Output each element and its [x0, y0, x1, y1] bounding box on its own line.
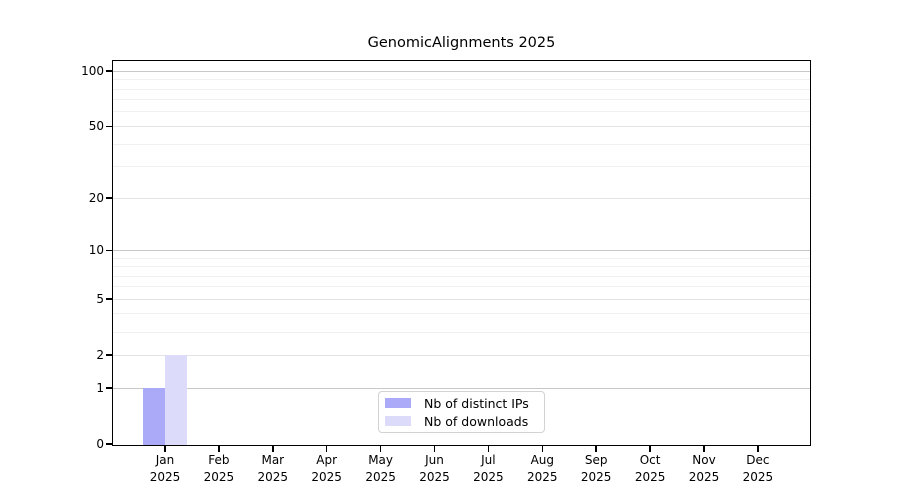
x-tick-label: Apr 2025: [311, 453, 342, 484]
x-tick: [487, 446, 490, 452]
y-tick: [106, 298, 112, 301]
gridline-mid: [113, 354, 810, 356]
gridline-minor: [113, 286, 810, 288]
legend-label-distinct-ips: Nb of distinct IPs: [424, 395, 529, 411]
x-tick-label: Jan 2025: [149, 453, 181, 484]
x-tick-label: Aug 2025: [527, 453, 558, 484]
y-tick-label: 100: [81, 64, 104, 79]
legend: Nb of distinct IPs Nb of downloads: [378, 391, 545, 433]
x-tick: [164, 446, 166, 452]
x-tick: [325, 446, 328, 452]
x-tick: [703, 446, 705, 452]
gridline-mid: [113, 197, 810, 199]
x-tick-label: Jul 2025: [473, 453, 504, 484]
y-tick-label: 20: [88, 191, 104, 206]
x-tick: [218, 446, 220, 452]
x-tick-label: Dec 2025: [742, 453, 774, 484]
gridline-minor: [113, 111, 810, 113]
x-tick: [757, 446, 759, 452]
x-tick-label: Jun 2025: [419, 453, 450, 484]
chart-title: GenomicAlignments 2025: [367, 35, 556, 51]
bar-distinct-ips-jan: [143, 388, 165, 445]
gridline-minor: [113, 88, 810, 90]
y-tick-label: 5: [96, 292, 104, 307]
x-tick-label: Oct 2025: [634, 453, 666, 484]
y-tick: [106, 387, 112, 389]
gridline-major: [113, 249, 810, 251]
legend-label-downloads: Nb of downloads: [424, 413, 529, 429]
gridline-minor: [113, 331, 810, 333]
legend-entry-downloads: Nb of downloads: [385, 413, 544, 429]
gridline-minor: [113, 257, 810, 259]
x-tick: [433, 446, 436, 452]
x-tick: [649, 446, 651, 452]
x-tick: [379, 446, 382, 452]
y-tick-label: 50: [88, 119, 104, 134]
x-tick-label: Sep 2025: [580, 453, 612, 484]
y-tick-label: 10: [88, 243, 104, 258]
gridline-major: [113, 387, 810, 389]
gridline-minor: [113, 99, 810, 101]
y-tick-label: 0: [96, 437, 104, 451]
x-tick: [541, 446, 544, 452]
y-tick: [106, 125, 112, 128]
y-tick-label: 2: [96, 348, 104, 363]
x-tick-label: Nov 2025: [688, 453, 720, 484]
x-tick: [595, 446, 597, 452]
gridline-mid: [113, 298, 810, 300]
y-tick: [106, 249, 112, 252]
gridline-minor: [113, 313, 810, 315]
gridline-minor: [113, 79, 810, 81]
plot-area: [113, 61, 810, 445]
x-tick-label: Feb 2025: [203, 453, 235, 484]
legend-swatch-distinct-ips-icon: [385, 398, 411, 408]
x-tick-label: Mar 2025: [257, 453, 289, 484]
x-tick-label: May 2025: [365, 453, 396, 484]
y-tick: [106, 443, 112, 445]
x-tick: [272, 446, 274, 452]
gridline-mid: [113, 125, 810, 127]
y-tick: [106, 197, 112, 199]
y-tick-label: 1: [96, 381, 104, 395]
gridline-major: [113, 70, 810, 72]
y-tick: [106, 354, 112, 357]
legend-swatch-downloads-icon: [385, 416, 411, 426]
bar-downloads-jan: [165, 355, 187, 445]
gridline-minor: [113, 275, 810, 277]
legend-entry-distinct-ips: Nb of distinct IPs: [385, 395, 544, 411]
gridline-minor: [113, 266, 810, 267]
gridline-minor: [113, 166, 810, 168]
y-tick: [106, 70, 112, 72]
gridline-minor: [113, 143, 810, 145]
